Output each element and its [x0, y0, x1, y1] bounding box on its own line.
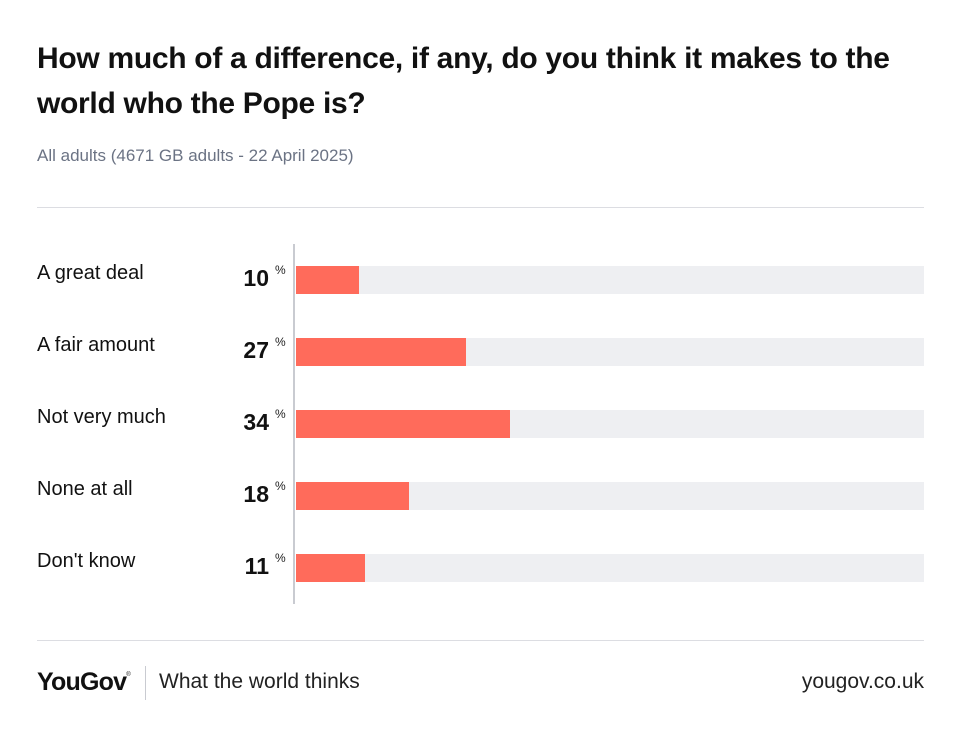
value-label: 18 [243, 481, 269, 507]
bar-row: Not very much 34 % [0, 406, 960, 438]
chart-title: How much of a difference, if any, do you… [37, 42, 890, 120]
bar-row: None at all 18 % [0, 478, 960, 510]
footer-divider [145, 666, 146, 700]
tagline: What the world thinks [159, 670, 360, 693]
bar [296, 554, 366, 582]
chart-axis-line [293, 244, 295, 604]
value-label: 27 [243, 337, 269, 363]
category-label: None at all [37, 478, 133, 500]
category-label: A great deal [37, 262, 144, 284]
bar [296, 338, 466, 366]
bar-row: A great deal 10 % [0, 262, 960, 294]
chart-subtitle: All adults (4671 GB adults - 22 April 20… [37, 146, 354, 165]
percent-unit: % [275, 263, 286, 277]
bar [296, 482, 410, 510]
bar-track [296, 266, 924, 294]
website-link[interactable]: yougov.co.uk [801, 670, 924, 693]
value-label: 34 [243, 409, 269, 435]
top-divider [37, 207, 924, 208]
bar-track [296, 554, 924, 582]
yougov-logo[interactable]: YouGov® [37, 668, 131, 697]
category-label: A fair amount [37, 334, 155, 356]
logo-text: YouGov [37, 668, 127, 696]
value-label: 10 [243, 265, 269, 291]
percent-unit: % [275, 407, 286, 421]
bottom-divider [37, 640, 924, 641]
footer: YouGov® What the world thinks yougov.co.… [0, 664, 960, 704]
registered-mark: ® [126, 672, 130, 678]
value-label: 11 [244, 553, 269, 579]
category-label: Not very much [37, 406, 166, 428]
bar [296, 410, 510, 438]
category-label: Don't know [37, 550, 136, 572]
bar-row: Don't know 11 % [0, 550, 960, 582]
percent-unit: % [275, 335, 286, 349]
bar-row: A fair amount 27 % [0, 334, 960, 366]
percent-unit: % [275, 479, 286, 493]
bar [296, 266, 359, 294]
percent-unit: % [275, 551, 286, 565]
